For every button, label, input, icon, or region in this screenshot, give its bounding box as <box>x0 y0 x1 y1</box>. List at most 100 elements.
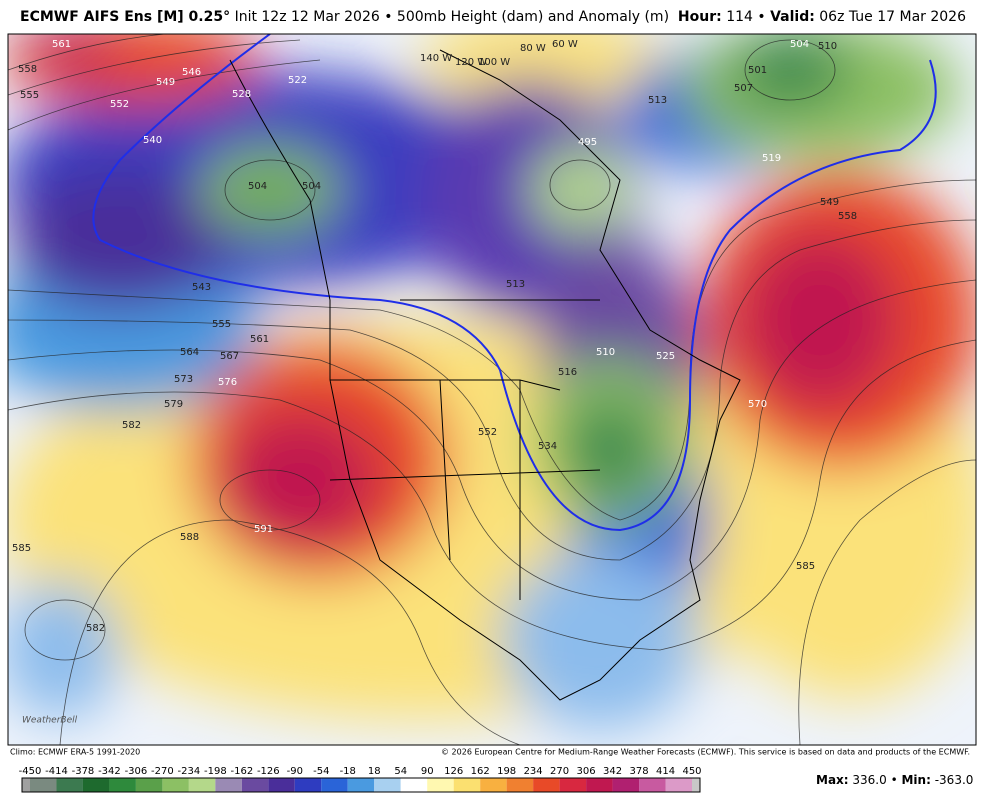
colorbar-swatch <box>480 778 507 792</box>
contour-label: 495 <box>578 137 597 148</box>
colorbar-tick-label: 162 <box>471 766 490 777</box>
contour-label: 582 <box>86 623 105 634</box>
colorbar-swatch <box>453 778 481 792</box>
contour-label: 558 <box>838 211 857 222</box>
colorbar-swatch <box>135 778 163 792</box>
valid-label: Valid: <box>770 9 815 25</box>
min-label: Min: <box>901 773 930 787</box>
colorbar-tick-label: -54 <box>313 766 329 777</box>
contour-label: 504 <box>248 181 267 192</box>
colorbar-swatch <box>268 778 295 792</box>
colorbar-swatch <box>586 778 613 792</box>
max-label: Max: <box>816 773 849 787</box>
colorbar-swatch <box>294 778 322 792</box>
copyright: © 2026 European Centre for Medium-Range … <box>441 748 970 757</box>
map <box>8 34 976 745</box>
title-bar: ECMWF AIFS Ens [M] 0.25° Init 12z 12 Mar… <box>0 0 984 34</box>
colorbar-tick-label: -378 <box>72 766 95 777</box>
colorbar-swatch <box>188 778 216 792</box>
colorbar-swatch <box>215 778 242 792</box>
contour-label: 543 <box>192 282 211 293</box>
longitude-label: 120 W <box>455 57 487 68</box>
colorbar-tick-label: -90 <box>287 766 303 777</box>
colorbar-swatch <box>82 778 110 792</box>
colorbar-tick-label: -18 <box>340 766 356 777</box>
colorbar-tick-label: 54 <box>394 766 407 777</box>
colorbar-swatch <box>427 778 454 792</box>
colorbar-swatch <box>612 778 640 792</box>
contour-label: 549 <box>156 77 175 88</box>
colorbar-tick-label: 378 <box>629 766 648 777</box>
contour-label: 561 <box>52 39 71 50</box>
colorbar-swatch <box>30 778 57 792</box>
contour-label: 564 <box>180 347 199 358</box>
logo: WeatherBell <box>22 716 78 726</box>
contour-label: 567 <box>220 351 239 362</box>
contour-label: 555 <box>212 319 231 330</box>
colorbar-swatch <box>506 778 534 792</box>
colorbar-swatch <box>533 778 560 792</box>
contour-label: 507 <box>734 83 753 94</box>
contour-label: 513 <box>506 279 525 290</box>
colorbar-swatch <box>639 778 666 792</box>
colorbar-tick-label: -306 <box>125 766 148 777</box>
colorbar-tick-label: 198 <box>497 766 516 777</box>
contour-label: 576 <box>218 377 237 388</box>
contour-label: 585 <box>12 543 31 554</box>
contour-label: 579 <box>164 399 183 410</box>
contour-label: 516 <box>558 367 577 378</box>
colorbar-tick-label: 234 <box>524 766 543 777</box>
colorbar-border <box>21 777 701 793</box>
colorbar-swatch <box>22 778 30 792</box>
colorbar-swatch <box>559 778 587 792</box>
colorbar-tick-label: 414 <box>656 766 675 777</box>
contour-label: 549 <box>820 197 839 208</box>
contour-label: 588 <box>180 532 199 543</box>
colorbar-tick-label: 306 <box>577 766 596 777</box>
contour-label: 585 <box>796 561 815 572</box>
colorbar-swatch <box>162 778 189 792</box>
contour-label: 525 <box>656 351 675 362</box>
colorbar-tick-label: 18 <box>368 766 381 777</box>
contour-label: 561 <box>250 334 269 345</box>
colorbar-swatch <box>321 778 348 792</box>
contour-label: 570 <box>748 399 767 410</box>
contour-label: 510 <box>818 41 837 52</box>
model: ECMWF AIFS Ens [M] 0.25° <box>20 9 231 25</box>
title: ECMWF AIFS Ens [M] 0.25° Init 12z 12 Mar… <box>20 9 669 25</box>
contour-label: 519 <box>762 153 781 164</box>
contour-label: 513 <box>648 95 667 106</box>
colorbar-swatch <box>374 778 401 792</box>
colorbar-swatch <box>347 778 375 792</box>
colorbar-tick-label: -198 <box>204 766 227 777</box>
contour-labels: 561 558 555 552 549 546 540 543 504 504 … <box>12 39 857 726</box>
colorbar-tick-label: 270 <box>550 766 569 777</box>
valid-info: Hour: 114 • Valid: 06z Tue 17 Mar 2026 <box>678 9 966 25</box>
contour-label: 591 <box>254 524 273 535</box>
colorbar-tick-label: 90 <box>421 766 434 777</box>
contour-label: 504 <box>790 39 809 50</box>
colorbar: -450 -414 -378 -342 -306 -270 -234 -198 -162 -126… <box>19 766 702 793</box>
contour-label: 522 <box>288 75 307 86</box>
hour-label: Hour: <box>677 9 722 25</box>
colorbar-tick-label: -342 <box>98 766 121 777</box>
colorbar-swatch <box>241 778 269 792</box>
climo: Climo: ECMWF ERA-5 1991-2020 <box>10 748 140 757</box>
colorbar-swatch <box>400 778 428 792</box>
svg-text:Max: 336.0 • Min: -363.0: Max: 336.0 • Min: -363.0 <box>816 773 973 787</box>
hour: 114 • <box>726 9 766 25</box>
contour-label: 552 <box>110 99 129 110</box>
colorbar-swatch <box>56 778 83 792</box>
colorbar-swatch <box>109 778 136 792</box>
colorbar-tick-label: 126 <box>444 766 463 777</box>
colorbar-tick-label: -162 <box>230 766 253 777</box>
contour-label: 582 <box>122 420 141 431</box>
longitude-label: 140 W <box>420 53 452 64</box>
colorbar-tick-label: 342 <box>603 766 622 777</box>
contour-label: 510 <box>596 347 615 358</box>
contour-label: 546 <box>182 67 201 78</box>
contour-label: 552 <box>478 427 497 438</box>
contour-label: 501 <box>748 65 767 76</box>
description: Init 12z 12 Mar 2026 • 500mb Height (dam… <box>234 9 670 25</box>
